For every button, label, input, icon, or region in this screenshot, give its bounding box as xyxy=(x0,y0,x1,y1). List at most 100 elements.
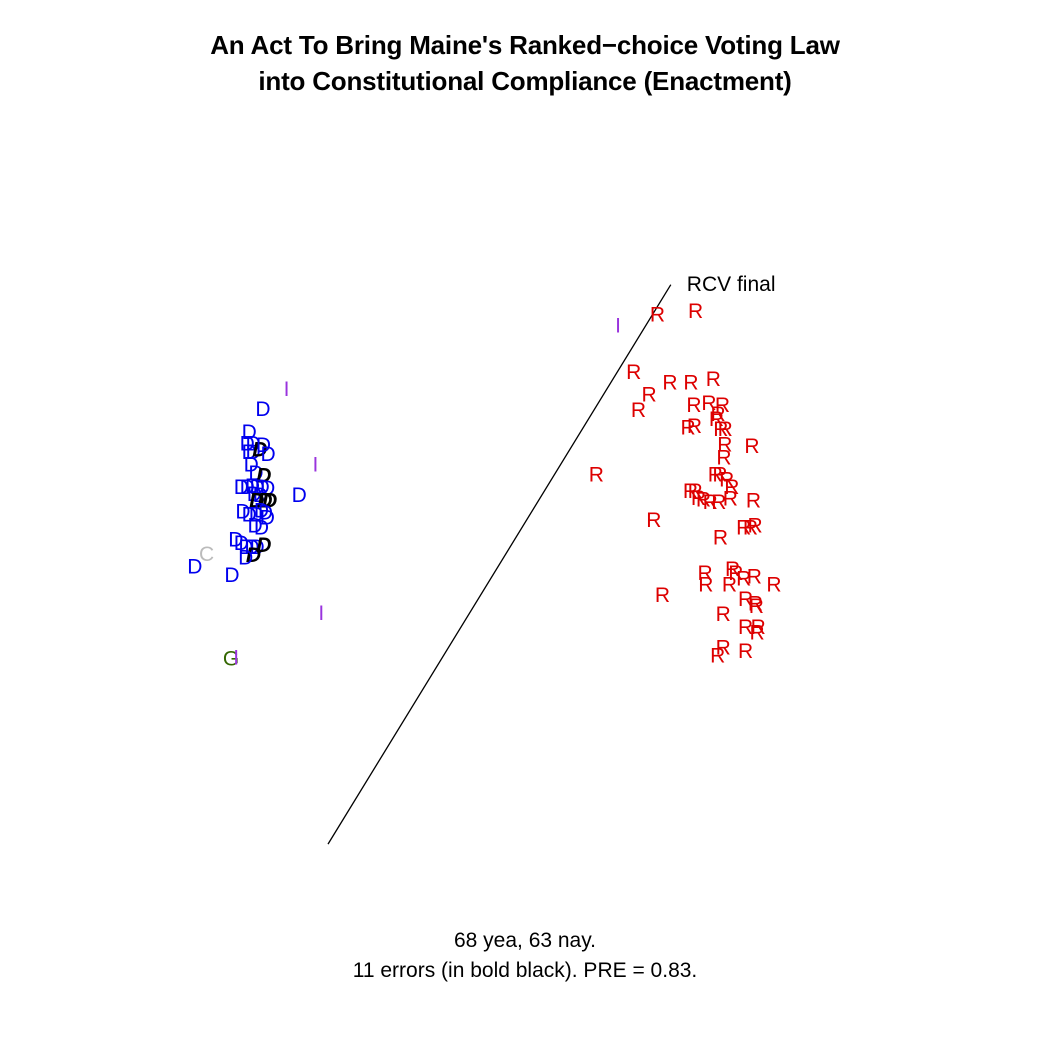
point-green-46: G xyxy=(223,648,239,671)
point-democrat-11: D xyxy=(248,462,263,485)
point-democrat-43: D xyxy=(187,555,202,578)
point-democrat-error-40: D xyxy=(246,544,261,567)
point-democrat-41: D xyxy=(238,546,253,569)
point-republican-100: R xyxy=(738,616,753,639)
point-republican-83: R xyxy=(736,516,751,539)
point-republican-71: R xyxy=(712,464,727,487)
point-republican-97: R xyxy=(748,593,763,616)
point-democrat-31: D xyxy=(260,507,275,530)
point-republican-76: R xyxy=(691,487,706,510)
point-democrat-2: D xyxy=(242,421,257,444)
point-democrat-18: D xyxy=(255,476,270,499)
point-republican-65: R xyxy=(718,418,733,441)
point-republican-59: R xyxy=(715,394,730,417)
point-democrat-10: D xyxy=(244,453,259,476)
point-republican-96: R xyxy=(738,588,753,611)
point-republican-103: R xyxy=(716,637,731,660)
vote-tally-caption: 68 yea, 63 nay. xyxy=(453,929,597,952)
point-republican-60: R xyxy=(711,403,726,426)
point-democrat-3: D xyxy=(240,433,255,456)
point-democrat-error-22: D xyxy=(249,490,264,513)
point-democrat-26: D xyxy=(235,501,250,524)
point-democrat-32: D xyxy=(248,515,263,538)
point-republican-99: R xyxy=(716,603,731,626)
point-democrat-5: D xyxy=(242,441,257,464)
chart-title-line-1: An Act To Bring Maine's Ranked−choice Vo… xyxy=(210,30,840,60)
point-republican-62: R xyxy=(681,416,696,439)
point-republican-93: R xyxy=(698,574,713,597)
point-republican-49: R xyxy=(650,303,665,326)
point-democrat-21: D xyxy=(253,484,268,507)
point-republican-58: R xyxy=(701,392,716,415)
point-republican-104: R xyxy=(710,645,725,668)
point-republican-89: R xyxy=(728,562,743,585)
point-republican-61: R xyxy=(709,408,724,431)
point-democrat-20: D xyxy=(247,483,262,506)
point-democrat-9: D xyxy=(261,443,276,466)
point-democrat-44: D xyxy=(224,564,239,587)
point-republican-56: R xyxy=(631,399,646,422)
point-democrat-14: D xyxy=(234,476,249,499)
point-republican-92: R xyxy=(766,574,781,597)
point-democrat-34: D xyxy=(228,528,243,551)
point-republican-64: R xyxy=(713,418,728,441)
point-republican-57: R xyxy=(686,394,701,417)
point-republican-78: R xyxy=(703,491,718,514)
point-republican-86: R xyxy=(713,526,728,549)
point-democrat-16: D xyxy=(245,475,260,498)
point-democrat-error-23: D xyxy=(257,490,272,513)
point-republican-102: R xyxy=(750,622,765,645)
point-democrat-29: D xyxy=(254,500,269,523)
point-independent-13: I xyxy=(312,453,318,476)
point-democrat-30: D xyxy=(258,502,273,525)
point-democrat-error-39: D xyxy=(256,534,271,557)
point-democrat-33: D xyxy=(254,516,269,539)
point-democrat-0: D xyxy=(255,398,270,421)
point-independent-47: I xyxy=(233,647,239,670)
point-republican-85: R xyxy=(748,515,763,538)
error-summary-caption: 11 errors (in bold black). PRE = 0.83. xyxy=(352,959,698,982)
point-democrat-15: D xyxy=(240,476,255,499)
point-republican-101: R xyxy=(751,616,766,639)
point-democrat-error-12: D xyxy=(256,464,271,487)
point-independent-45: I xyxy=(318,602,324,625)
point-democrat-6: D xyxy=(246,441,261,464)
point-republican-55: R xyxy=(706,368,721,391)
point-republican-70: R xyxy=(708,464,723,487)
cutting-line xyxy=(327,284,672,845)
point-republican-87: R xyxy=(698,562,713,585)
point-democrat-35: D xyxy=(234,532,249,555)
point-clerk-42: C xyxy=(199,543,214,566)
chart-title-line-2: into Constitutional Compliance (Enactmen… xyxy=(258,66,792,96)
point-republican-95: R xyxy=(655,584,670,607)
point-democrat-4: D xyxy=(246,433,261,456)
point-republican-90: R xyxy=(736,568,751,591)
point-republican-50: R xyxy=(688,300,703,323)
point-republican-79: R xyxy=(711,491,726,514)
point-democrat-27: D xyxy=(242,503,257,526)
point-democrat-38: D xyxy=(250,536,265,559)
point-democrat-25: D xyxy=(292,484,307,507)
point-republican-54: R xyxy=(683,371,698,394)
point-republican-73: R xyxy=(724,476,739,499)
point-republican-84: R xyxy=(743,516,758,539)
point-republican-105: R xyxy=(738,640,753,663)
point-democrat-error-24: D xyxy=(262,490,277,513)
point-republican-52: R xyxy=(642,384,657,407)
point-independent-1: I xyxy=(284,378,290,401)
point-democrat-28: D xyxy=(249,503,264,526)
point-republican-82: R xyxy=(646,509,661,532)
point-republican-94: R xyxy=(722,574,737,597)
point-republican-67: R xyxy=(744,435,759,458)
point-republican-63: R xyxy=(687,415,702,438)
point-democrat-36: D xyxy=(238,536,253,559)
point-republican-68: R xyxy=(716,446,731,469)
point-republican-75: R xyxy=(688,480,703,503)
point-republican-98: R xyxy=(749,595,764,618)
point-republican-66: R xyxy=(717,434,732,457)
cutting-line-label: RCV final xyxy=(687,273,776,296)
point-independent-48: I xyxy=(615,314,621,337)
point-republican-74: R xyxy=(683,480,698,503)
